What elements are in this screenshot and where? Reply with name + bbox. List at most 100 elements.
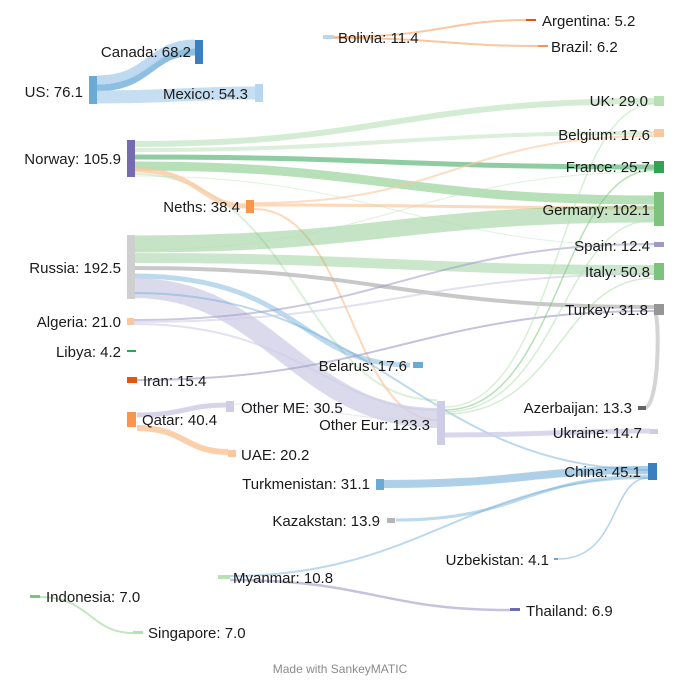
node-bar-belarus <box>413 362 423 368</box>
flow-qatar-otherme <box>136 402 229 418</box>
flow-myanmar-thailand <box>229 578 511 612</box>
flow-russia-belarus <box>133 273 411 368</box>
node-label-china: China: 45.1 <box>564 464 641 481</box>
node-label-italy: Italy: 50.8 <box>585 264 650 281</box>
node-bar-othereur <box>437 401 445 445</box>
node-label-ukraine: Ukraine: 14.7 <box>553 425 642 442</box>
flow-neths-germany <box>253 203 655 210</box>
node-label-mexico: Mexico: 54.3 <box>163 86 248 103</box>
node-label-iran: Iran: 15.4 <box>143 373 206 390</box>
node-bar-argentina <box>526 19 536 21</box>
flow-algeria-othereur <box>133 323 438 411</box>
node-bar-azerbaijan <box>638 406 646 410</box>
flow-indonesia-singapore <box>39 596 134 634</box>
node-label-libya: Libya: 4.2 <box>56 344 121 361</box>
node-bar-belgium <box>654 129 664 137</box>
node-label-indonesia: Indonesia: 7.0 <box>46 589 140 606</box>
node-bar-qatar <box>127 412 136 427</box>
flow-norway-spain <box>133 175 655 247</box>
node-bar-mexico <box>255 84 263 102</box>
node-label-otherme: Other ME: 30.5 <box>241 400 343 417</box>
flow-othereur-germany <box>444 219 655 413</box>
flow-russia-othereur <box>133 278 438 428</box>
node-label-spain: Spain: 12.4 <box>574 238 650 255</box>
node-label-france: France: 25.7 <box>566 159 650 176</box>
flow-russia-france <box>133 171 655 251</box>
nodes <box>30 19 664 634</box>
node-bar-brazil <box>538 45 548 47</box>
node-bar-indonesia <box>30 595 40 598</box>
node-label-qatar: Qatar: 40.4 <box>142 412 217 429</box>
flow-myanmar-china <box>229 477 649 577</box>
flow-iran-turkey <box>136 310 655 381</box>
flow-uzbekistan-china <box>557 477 649 560</box>
node-label-thailand: Thailand: 6.9 <box>526 603 613 620</box>
node-bar-turkmenistan <box>376 479 384 490</box>
node-bar-ukraine <box>650 429 658 434</box>
flow-qatar-uae <box>136 425 229 455</box>
node-bar-spain <box>654 242 664 247</box>
flow-othermeflows-faint <box>229 403 438 421</box>
node-bar-iran <box>127 377 137 383</box>
node-label-uae: UAE: 20.2 <box>241 447 309 464</box>
node-label-neths: Neths: 38.4 <box>163 199 240 216</box>
flows <box>39 19 660 634</box>
flow-norway-neths <box>133 167 247 209</box>
flow-algeria-spain <box>133 243 655 321</box>
node-bar-bolivia <box>323 35 334 39</box>
flow-russia-germany <box>133 205 655 253</box>
node-bar-neths <box>246 200 254 213</box>
node-label-argentina: Argentina: 5.2 <box>542 13 635 30</box>
node-bar-us <box>89 76 97 104</box>
flow-norway-germany <box>133 161 655 205</box>
flow-othereur-france <box>444 169 655 411</box>
flow-algeria-italy <box>133 273 655 323</box>
node-label-uk: UK: 29.0 <box>590 93 648 110</box>
node-label-us: US: 76.1 <box>25 84 83 101</box>
node-bar-uae <box>228 450 236 457</box>
flow-russia-italy <box>133 253 655 275</box>
node-bar-china <box>648 463 657 480</box>
flow-us-mexico <box>96 86 256 104</box>
node-label-myanmar: Myanmar: 10.8 <box>233 570 333 587</box>
node-bar-canada <box>195 40 203 64</box>
credit-text: Made with SankeyMATIC <box>273 662 408 676</box>
node-label-germany: Germany: 102.1 <box>542 202 650 219</box>
flow-kazakstan-china <box>395 474 649 522</box>
node-bar-uzbekistan <box>554 558 558 560</box>
node-label-belarus: Belarus: 17.6 <box>319 358 407 375</box>
node-bar-italy <box>654 263 664 280</box>
node-label-turkmenistan: Turkmenistan: 31.1 <box>242 476 370 493</box>
flow-othereur-uk <box>444 103 655 408</box>
node-label-russia: Russia: 192.5 <box>29 260 121 277</box>
node-bar-myanmar <box>218 575 230 579</box>
node-bar-libya <box>127 350 136 352</box>
node-label-othereur: Other Eur: 123.3 <box>319 417 430 434</box>
flow-canada-us <box>96 39 196 85</box>
node-label-uzbekistan: Uzbekistan: 4.1 <box>446 552 549 569</box>
flow-russia-turkey <box>133 266 655 309</box>
node-bar-norway <box>127 140 135 177</box>
node-label-singapore: Singapore: 7.0 <box>148 625 246 642</box>
flow-us-canada <box>96 48 196 92</box>
labels: Canada: 68.2 US: 76.1 Mexico: 54.3 Boliv… <box>24 13 650 642</box>
flow-norway-belgium <box>133 131 655 152</box>
node-bar-singapore <box>133 631 143 634</box>
flow-othereur-ukraine <box>444 428 651 438</box>
node-bar-turkey <box>654 304 664 315</box>
node-label-turkey: Turkey: 31.8 <box>565 302 648 319</box>
flow-bolivia-argentina <box>333 19 527 38</box>
flow-neths-belgium <box>253 135 655 204</box>
node-label-algeria: Algeria: 21.0 <box>37 314 121 331</box>
node-label-azerbaijan: Azerbaijan: 13.3 <box>524 400 632 417</box>
node-bar-algeria <box>127 318 134 325</box>
flow-bolivia-brazil <box>333 37 539 47</box>
flow-norway-france <box>133 154 655 170</box>
node-bar-thailand <box>510 608 520 611</box>
node-label-kazakstan: Kazakstan: 13.9 <box>272 513 380 530</box>
node-label-bolivia: Bolivia: 11.4 <box>338 30 419 47</box>
node-bar-kazakstan <box>387 518 395 523</box>
flow-russia-china <box>133 292 655 471</box>
flow-turkmenistan-china <box>383 466 649 488</box>
